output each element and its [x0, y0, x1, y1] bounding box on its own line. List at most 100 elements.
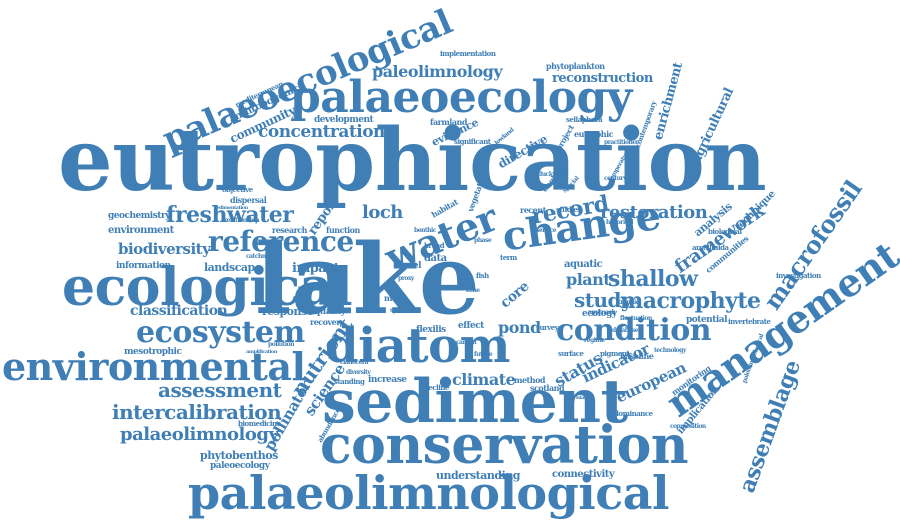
word-data: data — [424, 253, 447, 264]
word-arcellinida: arcellinida — [692, 243, 729, 252]
word-function: function — [326, 225, 360, 235]
word-understanding: understanding — [436, 469, 520, 482]
word-concentration: concentration — [258, 122, 385, 142]
word-restoration: restoration — [600, 202, 708, 223]
word-benthic: benthic — [414, 227, 436, 234]
word-research: research — [272, 225, 307, 235]
word-assessment: assessment — [158, 378, 282, 402]
word-lake: lake — [255, 223, 480, 336]
word-paleoecology: paleoecology — [210, 461, 270, 471]
word-ecology: ecology — [582, 309, 617, 319]
word-zone: zone — [466, 287, 480, 294]
word-catchment: catchment — [246, 253, 278, 260]
word-loch: loch — [362, 202, 403, 223]
word-reference: reference — [208, 225, 354, 258]
word-increase: increase — [368, 375, 407, 385]
word-fish: fish — [476, 271, 489, 280]
word-geochemistry: geochemistry — [108, 211, 170, 221]
word-landscape: landscape — [204, 261, 262, 274]
word-regime: regime — [584, 337, 605, 344]
word-standing: standing — [334, 377, 365, 386]
word-sedimentation: sedimentation — [214, 205, 248, 211]
word-palaeolimnology: palaeolimnology — [120, 424, 279, 445]
word-investigation: investigation — [776, 271, 821, 280]
word-macrophyte: macrophyte — [620, 288, 761, 314]
word-diversity: diversity — [346, 369, 371, 376]
word-mesotrophic: mesotrophic — [124, 347, 182, 357]
word-diatom: diatom — [325, 318, 510, 374]
word-historical: historical — [606, 219, 634, 226]
word-aquatic: aquatic — [564, 259, 603, 270]
word-approach: approach — [588, 309, 616, 316]
word-sellaphora: sellaphora — [566, 115, 603, 124]
word-century: century — [604, 175, 627, 182]
word-development: development — [314, 115, 374, 125]
word-flexilis: flexilis — [416, 325, 446, 335]
word-effect: effect — [458, 321, 484, 331]
word-freshwater: freshwater — [166, 202, 294, 228]
word-phase: phase — [474, 237, 492, 244]
word-plant: plant — [566, 270, 611, 289]
word-core: core — [497, 278, 533, 312]
word-pollution: pollution — [268, 341, 295, 348]
word-palaeolimnological: palaeolimnological — [188, 466, 670, 520]
word-implementation: implementation — [440, 49, 496, 58]
word-environmental: environmental — [2, 344, 306, 389]
word-response: response — [262, 305, 314, 318]
word-quality: quality — [314, 307, 346, 317]
word-level: level — [400, 261, 422, 271]
word-invertebrate: invertebrate — [728, 317, 771, 326]
word-pigment: pigment — [600, 349, 630, 358]
word-system: system — [390, 307, 411, 314]
word-climate: climate — [452, 370, 516, 389]
word-island: island — [576, 395, 591, 401]
word-palaeoecology: palaeoecology — [290, 72, 632, 123]
word-method: method — [514, 375, 546, 385]
word-scotland: scotland — [530, 383, 565, 393]
word-proxy: proxy — [398, 275, 414, 282]
word-sediment: sediment — [322, 367, 628, 437]
word-shallow: shallow — [608, 266, 698, 292]
word-database: database — [612, 327, 639, 334]
word-farmland: farmland — [430, 117, 467, 127]
word-biodiversity: biodiversity — [118, 240, 211, 258]
word-more: more — [384, 293, 406, 303]
word-condition: condition — [556, 313, 712, 348]
word-ecosystem: ecosystem — [136, 315, 305, 350]
word-objective: objective — [222, 185, 253, 194]
word-relationship: relationship — [224, 217, 259, 224]
word-environment: environment — [108, 225, 174, 236]
word-reconstruction: reconstruction — [552, 71, 653, 86]
word-phytoplankton: phytoplankton — [546, 61, 605, 71]
word-trophic: trophic — [618, 299, 639, 306]
word-potential: potential — [686, 315, 728, 325]
word-studies: studies — [556, 205, 581, 214]
word-eutrophic: eutrophic — [574, 129, 613, 139]
word-surface: surface — [558, 349, 584, 358]
word-pond: pond — [498, 318, 541, 337]
word-term: term — [500, 253, 517, 262]
word-paleolimnology: paleolimnology — [372, 62, 503, 81]
word-cladocera: cladocera — [340, 359, 369, 366]
word-reservoir: reservoir — [298, 285, 324, 292]
word-recovery: recovery — [310, 317, 345, 327]
word-intercalibration: intercalibration — [112, 400, 282, 424]
word-phytobenthos: phytobenthos — [200, 449, 278, 462]
word-technology: technology — [654, 347, 686, 354]
word-dispersal: dispersal — [230, 195, 267, 205]
word-conservation: conservation — [320, 415, 689, 476]
word-composition: composition — [670, 423, 706, 430]
word-carbon: carbon — [456, 339, 477, 346]
word-survey: survey — [536, 323, 559, 332]
word-ecological: ecological — [62, 257, 353, 318]
word-baseline: baseline — [620, 351, 654, 361]
word-duckweed: duckweed — [538, 171, 568, 178]
word-eutrophication: eutrophication — [58, 110, 767, 211]
word-impact: impact — [292, 261, 340, 276]
word-study: study — [574, 288, 633, 312]
word-classification: classification — [130, 303, 228, 319]
word-significant: significant — [454, 137, 491, 146]
word-decline: decline — [424, 383, 449, 392]
word-fluctuation: fluctuation — [620, 315, 652, 322]
